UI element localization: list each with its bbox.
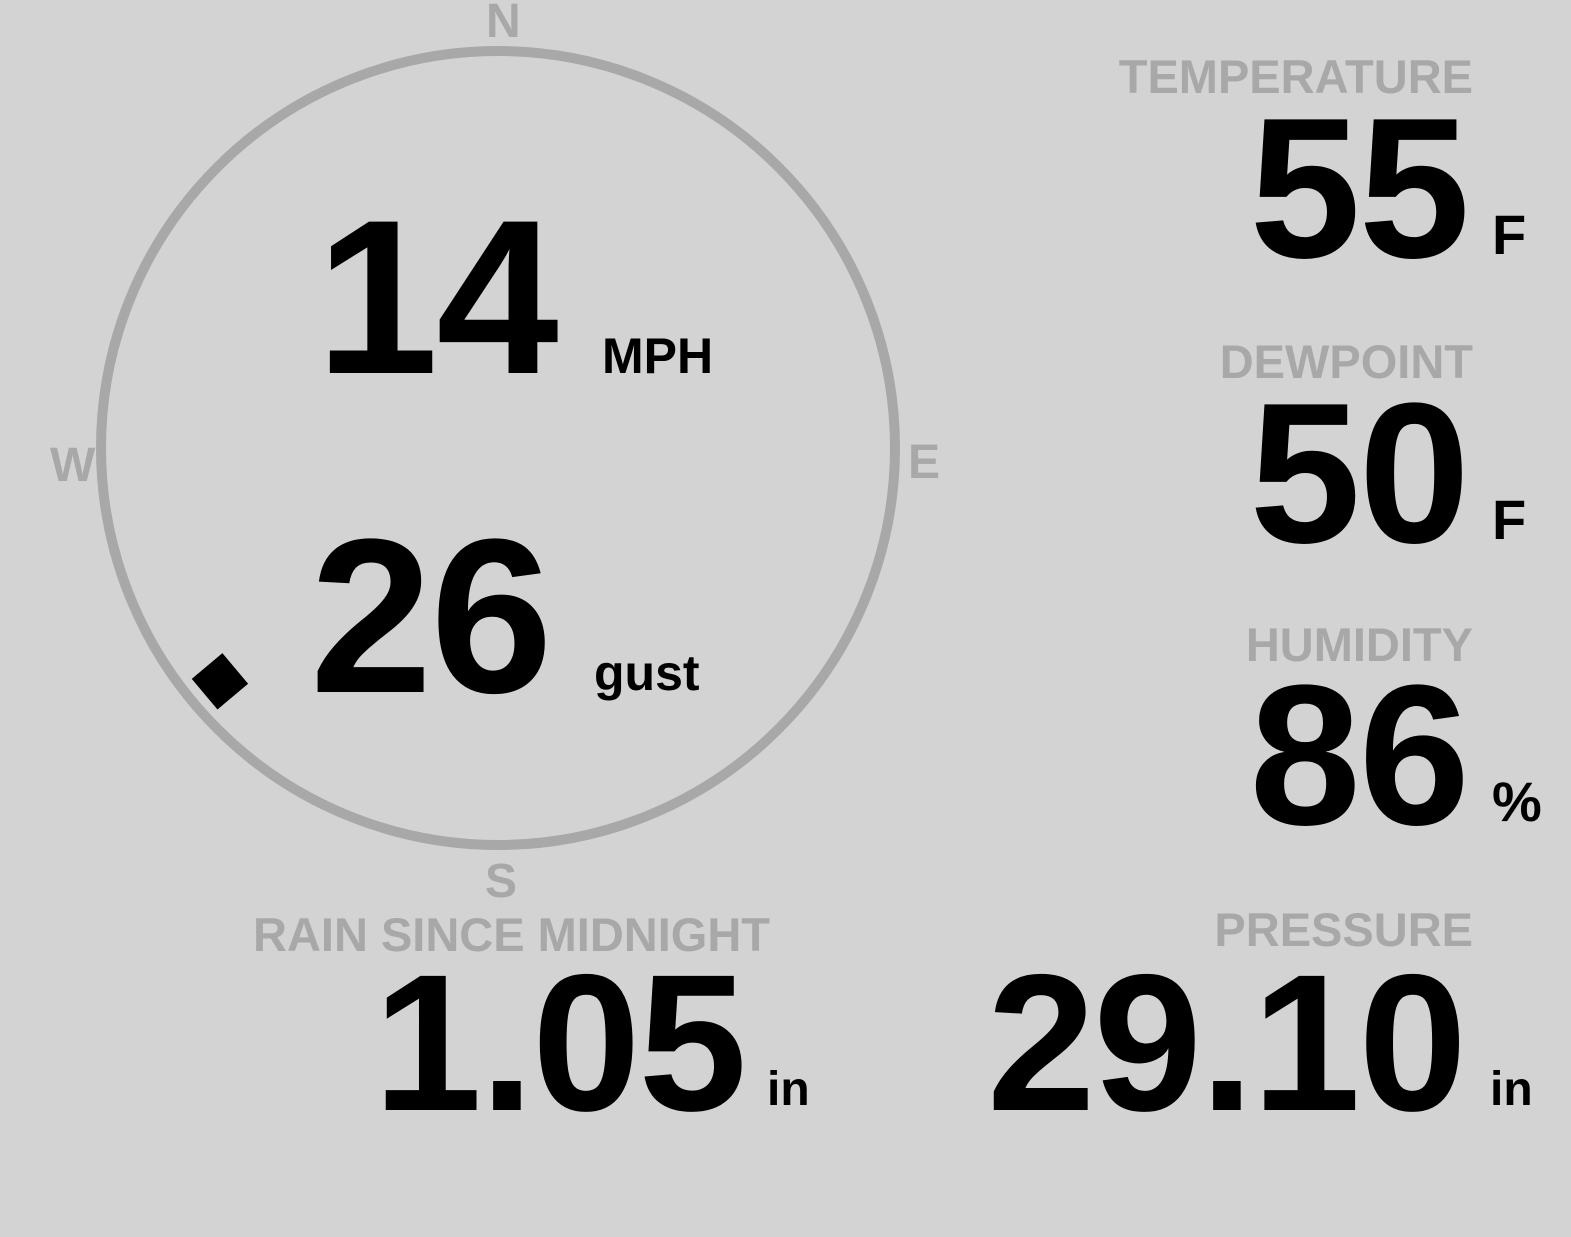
- compass-west: W: [50, 439, 96, 492]
- dewpoint-label: DEWPOINT: [1219, 335, 1473, 388]
- rain-label: RAIN SINCE MIDNIGHT: [253, 908, 770, 961]
- wind-speed-value: 14: [316, 174, 559, 420]
- pressure-value: 29.10: [987, 934, 1467, 1152]
- wind-direction-marker: [191, 653, 249, 710]
- dewpoint-value: 50: [1249, 362, 1470, 585]
- compass-north: N: [486, 0, 521, 48]
- wind-speed-unit: MPH: [602, 328, 714, 384]
- pressure-label: PRESSURE: [1214, 903, 1473, 956]
- rain-value: 1.05: [373, 934, 747, 1152]
- pressure-unit: in: [1490, 1063, 1533, 1116]
- temperature-unit: F: [1492, 203, 1527, 266]
- humidity-value: 86: [1249, 644, 1470, 867]
- humidity-label: HUMIDITY: [1245, 618, 1473, 671]
- wind-gust-unit: gust: [594, 645, 700, 701]
- compass-east: E: [908, 436, 941, 489]
- wind-gust-value: 26: [310, 493, 553, 739]
- dewpoint-unit: F: [1492, 488, 1527, 551]
- rain-unit: in: [767, 1063, 810, 1116]
- compass-ring: [96, 46, 900, 850]
- compass-south: S: [485, 855, 518, 908]
- temperature-value: 55: [1249, 77, 1470, 300]
- temperature-label: TEMPERATURE: [1118, 50, 1473, 103]
- humidity-unit: %: [1492, 770, 1542, 833]
